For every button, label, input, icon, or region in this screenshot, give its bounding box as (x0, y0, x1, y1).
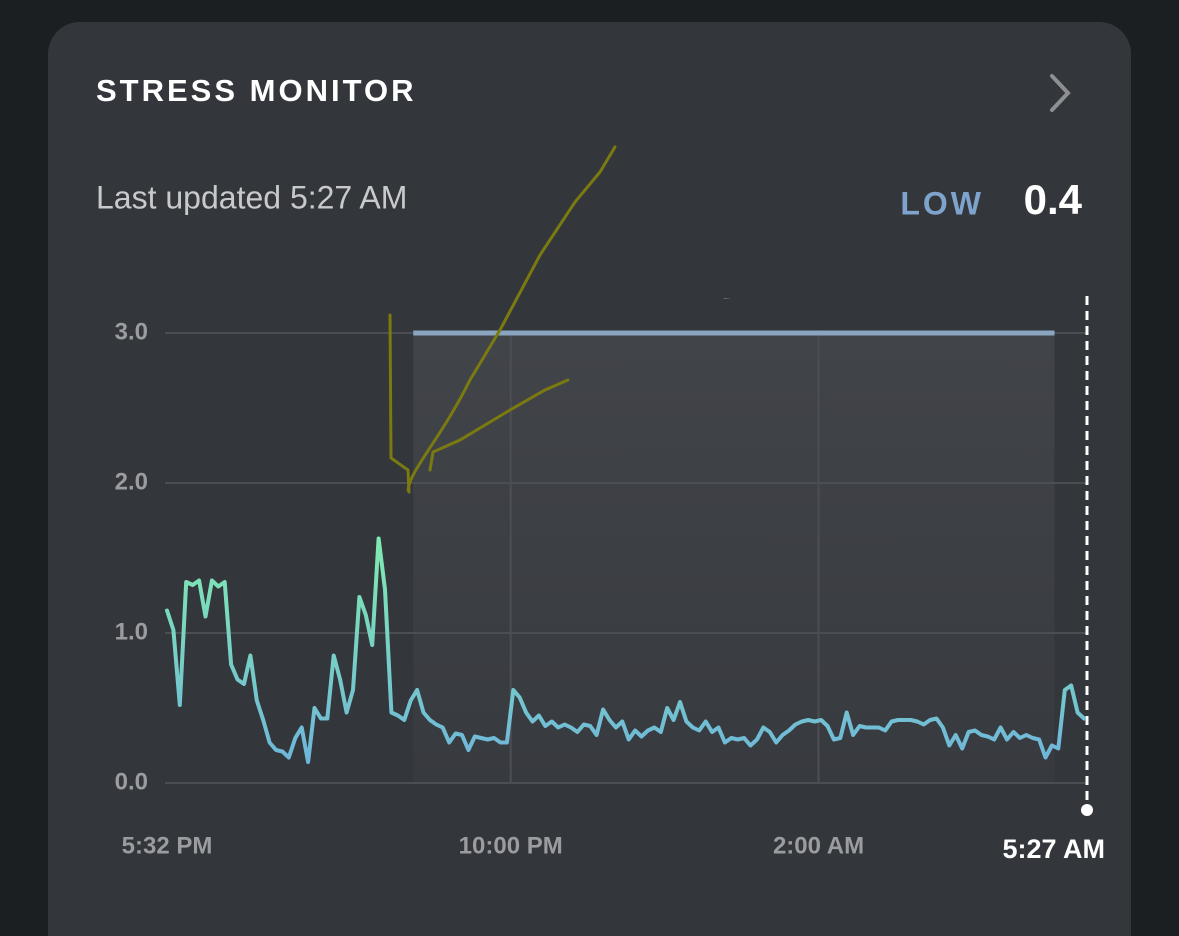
x-tick-label: 2:00 AM (773, 832, 864, 859)
y-tick-label: 2.0 (115, 468, 148, 495)
y-tick-label: 1.0 (115, 618, 148, 645)
chevron[interactable] (1050, 74, 1071, 112)
y-tick-label: 0.0 (115, 768, 148, 795)
card-title: STRESS MONITOR (96, 73, 416, 108)
current-time-dot (1081, 804, 1093, 816)
x-tick-label: 10:00 PM (459, 832, 563, 859)
plot: 0.0 1.0 2.0 3.0 5:32 PM 10:00 PM 2:00 AM 5:27 A… (115, 296, 1105, 864)
x-tick-label: 5:32 PM (122, 832, 213, 859)
y-tick-label: 3.0 (115, 318, 148, 345)
stress-score: 0.4 (1024, 176, 1083, 223)
stress-line (165, 536, 1086, 764)
sleep-region (413, 333, 1055, 783)
last-updated: Last updated 5:27 AM (96, 179, 407, 215)
stress-level: LOW (900, 185, 984, 221)
x-tick-label: 5:27 AM (1002, 834, 1105, 864)
scribble (388, 145, 617, 494)
